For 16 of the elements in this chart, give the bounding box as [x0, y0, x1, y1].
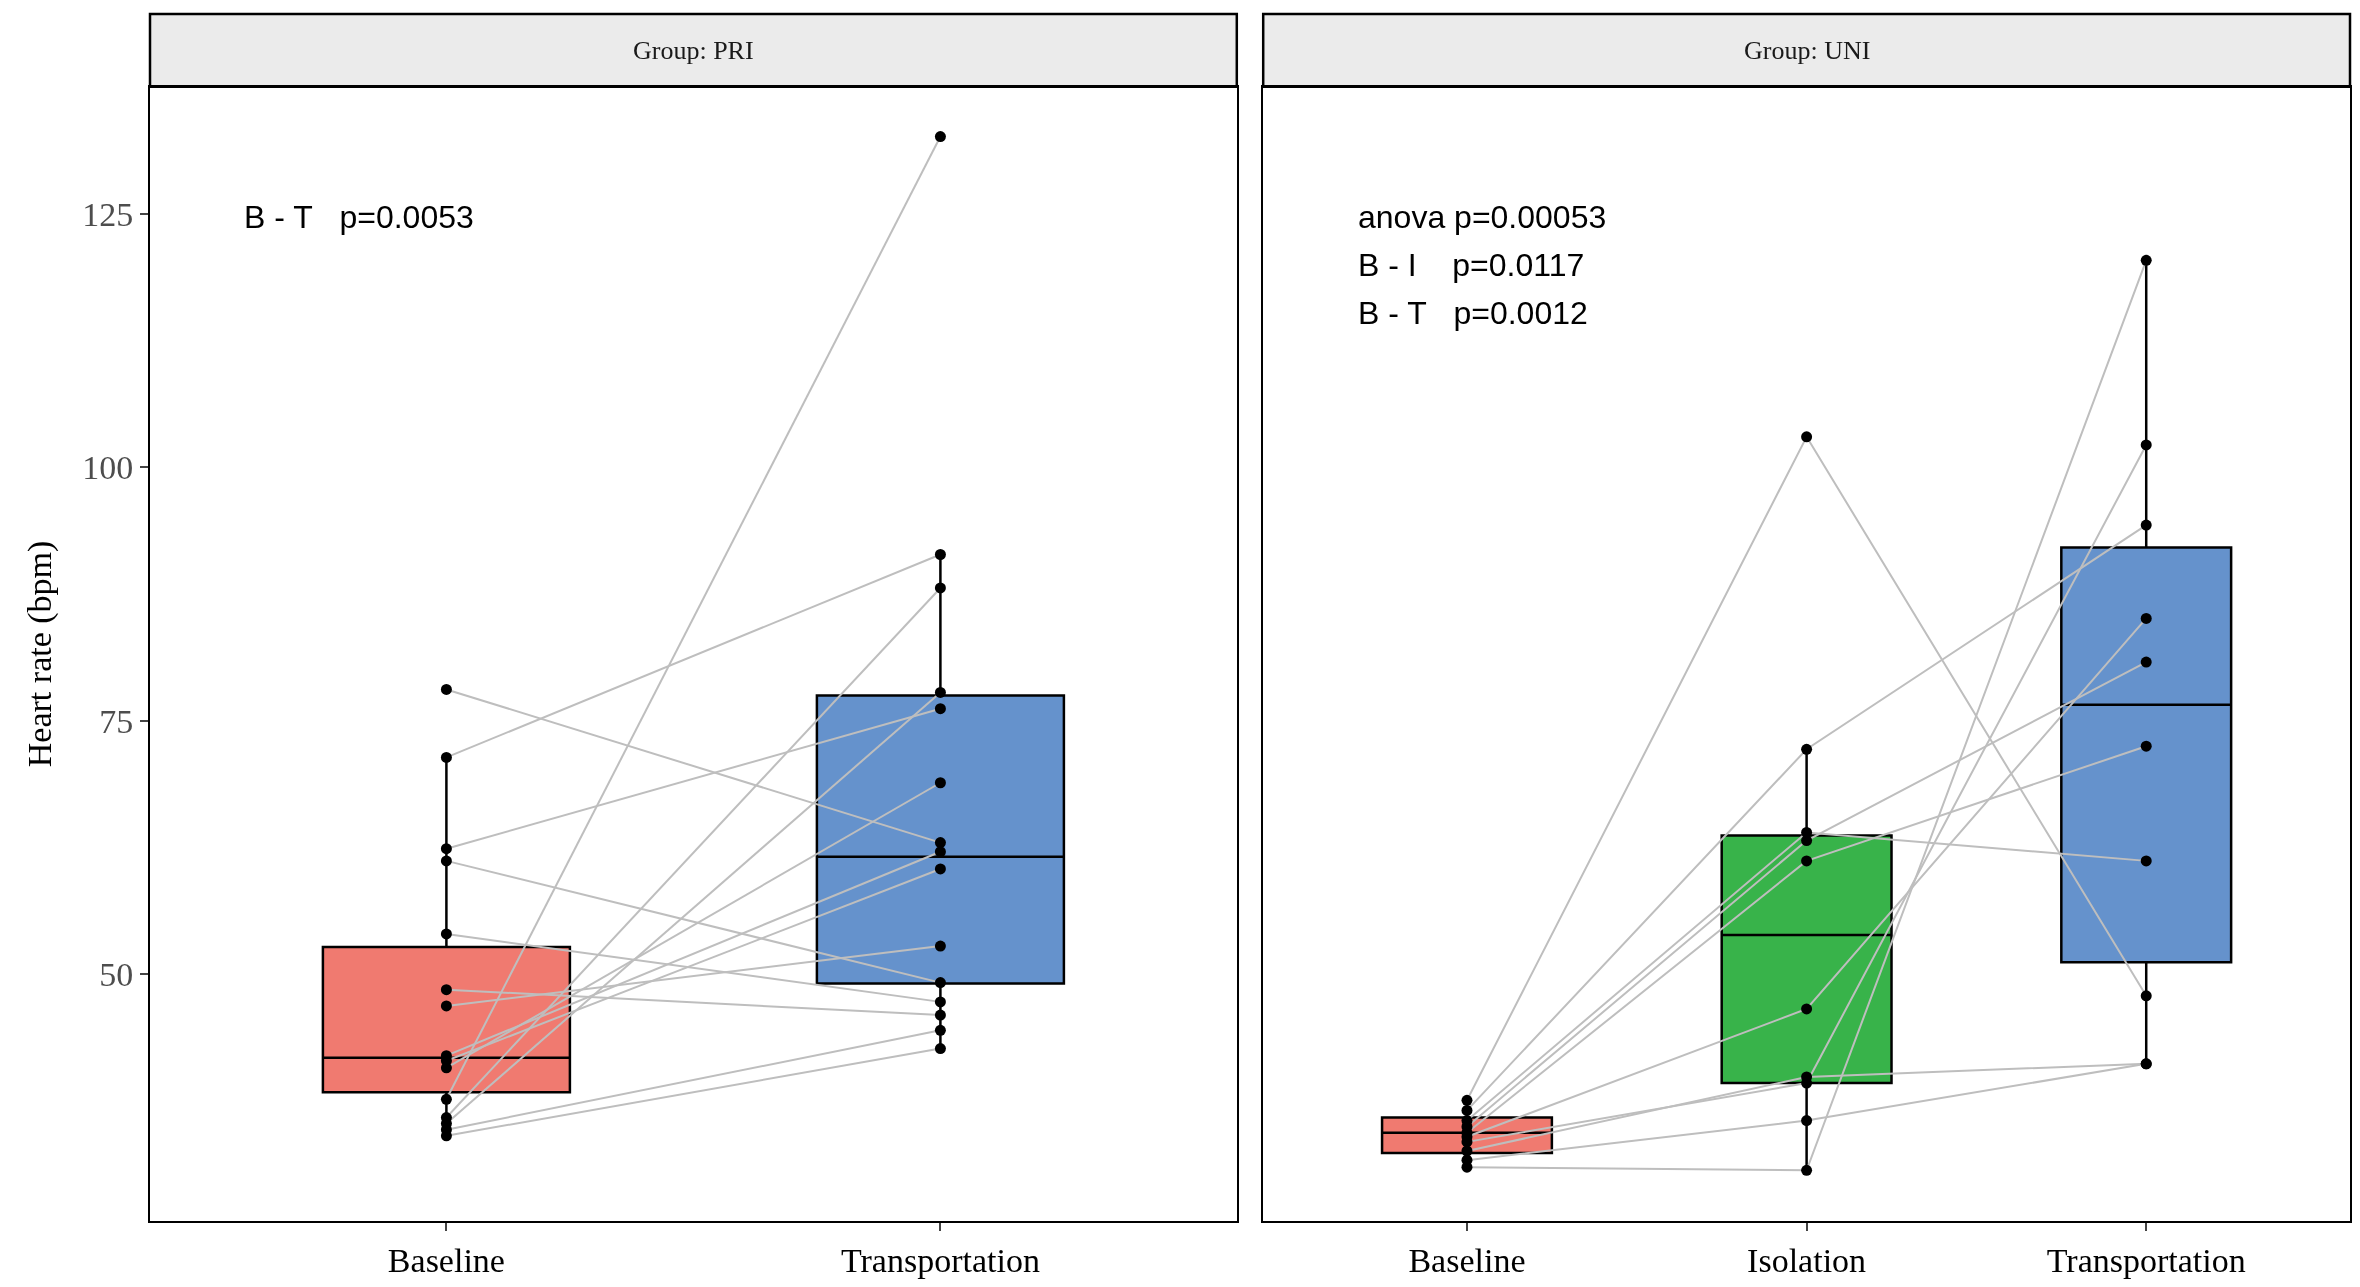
x-tick-label: Baseline [1408, 1241, 1526, 1279]
x-tick-label: Transportation [2046, 1241, 2246, 1279]
y-axis-title: Heart rate (bpm) [21, 540, 60, 768]
chart-title: Group: UNI [1744, 36, 1871, 65]
x-tick-label: Isolation [1747, 1241, 1867, 1279]
y-tick-label: 100 [82, 449, 134, 487]
annotation: B - I p=0.0117 [1358, 247, 1585, 283]
annotation: B - T p=0.0012 [1358, 295, 1588, 331]
annotation: anova p=0.00053 [1358, 199, 1607, 235]
annotation: B - T p=0.0053 [244, 199, 474, 235]
x-tick-label: Baseline [387, 1241, 505, 1279]
y-tick-label: 75 [99, 702, 134, 740]
y-tick-label: 50 [99, 956, 134, 994]
chart-title: Group: PRI [633, 36, 754, 65]
x-tick-label: Transportation [840, 1241, 1040, 1279]
y-tick-label: 125 [82, 195, 134, 233]
